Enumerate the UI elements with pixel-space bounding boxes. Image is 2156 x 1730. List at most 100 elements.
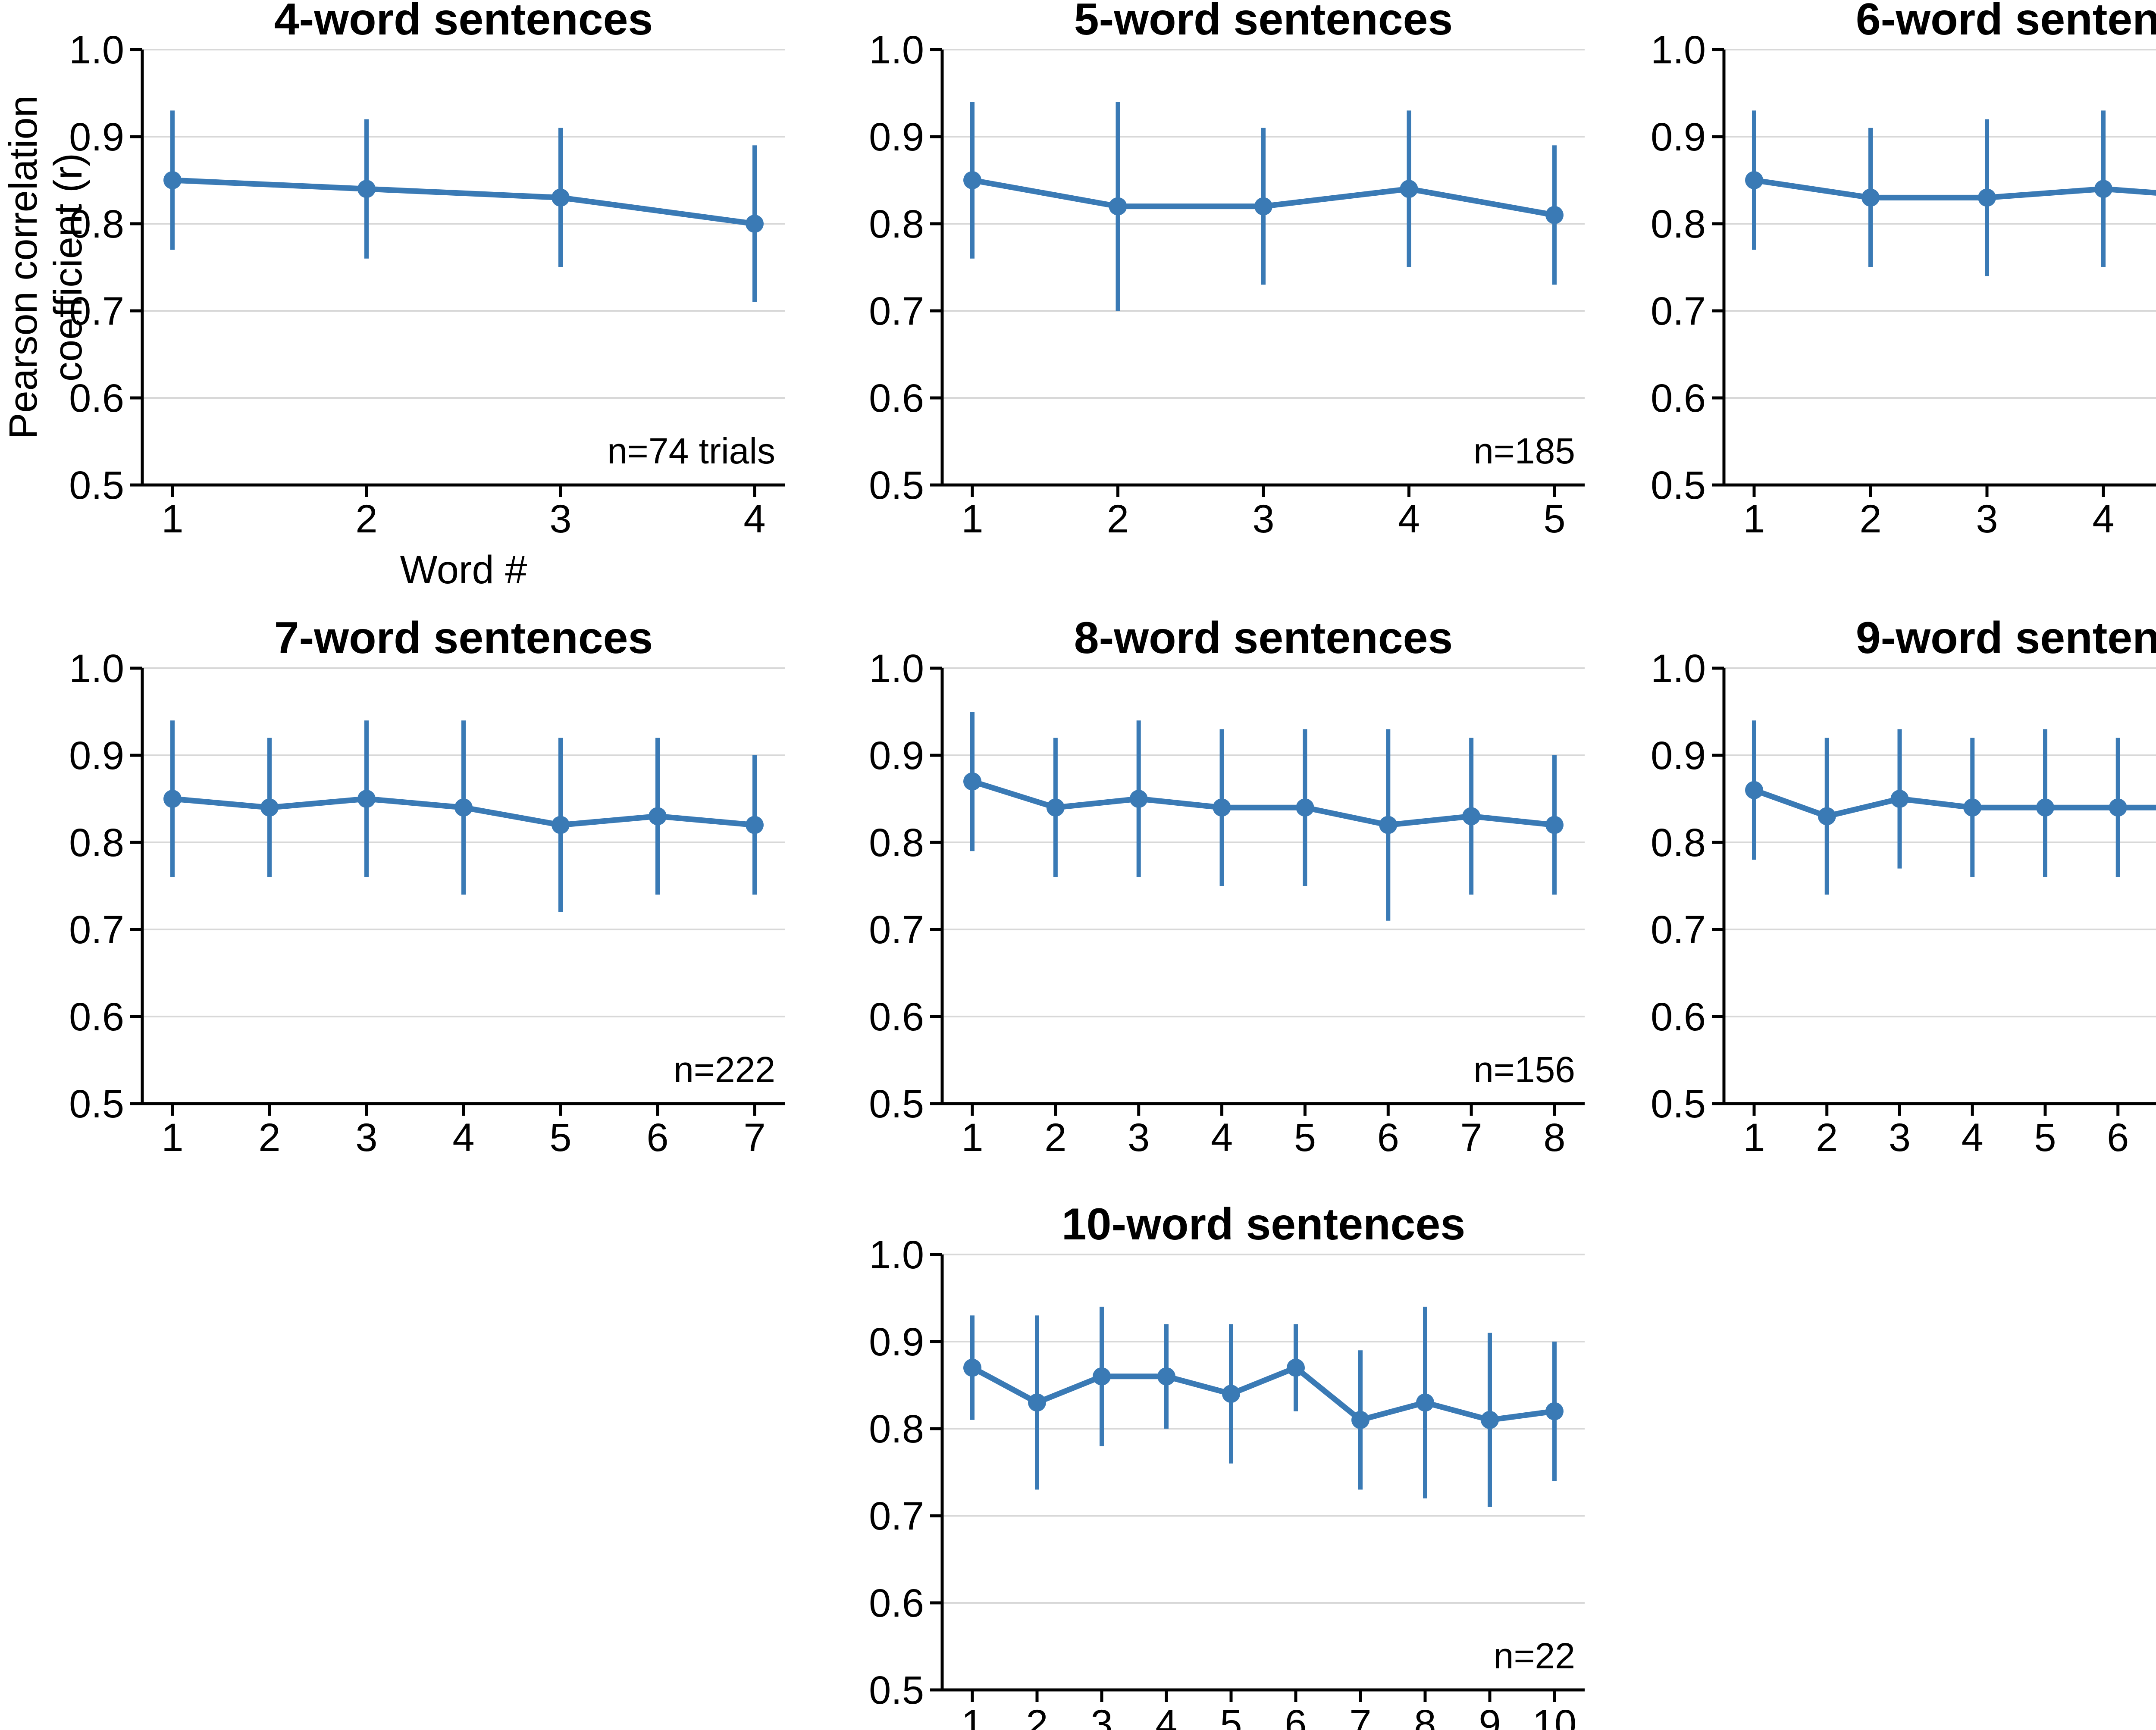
svg-text:3: 3 xyxy=(1252,497,1274,541)
svg-text:0.9: 0.9 xyxy=(869,1320,924,1364)
svg-text:0.6: 0.6 xyxy=(869,376,924,420)
svg-text:1: 1 xyxy=(961,497,983,541)
svg-text:0.5: 0.5 xyxy=(869,463,924,507)
svg-text:1.0: 1.0 xyxy=(1651,28,1706,72)
svg-text:1.0: 1.0 xyxy=(1651,647,1706,691)
n-trials-annotation: n=74 trials xyxy=(607,431,775,471)
svg-text:6: 6 xyxy=(2107,1116,2129,1160)
panel-6-word-sentences: 6-word sentences 0.50.60.70.80.91.012345… xyxy=(1582,0,2156,604)
svg-text:7: 7 xyxy=(1460,1116,1482,1160)
svg-text:3: 3 xyxy=(1128,1116,1150,1160)
svg-text:9: 9 xyxy=(1479,1702,1501,1730)
panel-8-word-sentences: 8-word sentences 0.5 0.6 0.7 0.8 0.9 1.0 1 2 3 4 5… xyxy=(800,613,1592,1205)
svg-text:0.5: 0.5 xyxy=(1651,1082,1706,1126)
svg-text:4: 4 xyxy=(452,1116,474,1160)
plot-10-word: 0.5 0.6 0.7 0.8 0.9 1.0 1 2 3 4 5 6 7 8 9 10 xyxy=(869,1233,1585,1730)
svg-text:0.8: 0.8 xyxy=(1651,821,1706,865)
svg-text:0.9: 0.9 xyxy=(869,734,924,778)
svg-text:0.6: 0.6 xyxy=(869,995,924,1039)
svg-text:1.0: 1.0 xyxy=(869,28,924,72)
svg-text:6: 6 xyxy=(1285,1702,1307,1730)
svg-text:0.8: 0.8 xyxy=(869,821,924,865)
svg-text:3: 3 xyxy=(1889,1116,1911,1160)
svg-text:0.7: 0.7 xyxy=(69,289,124,333)
panel-title-5-word: 5-word sentences xyxy=(1074,0,1453,44)
svg-text:0.6: 0.6 xyxy=(1651,376,1706,420)
n-trials-annotation: n=77 xyxy=(1724,1051,2156,1088)
svg-text:2: 2 xyxy=(1026,1702,1048,1730)
svg-text:0.9: 0.9 xyxy=(69,115,124,159)
svg-text:1.0: 1.0 xyxy=(69,647,124,691)
svg-text:0.9: 0.9 xyxy=(1651,734,1706,778)
svg-text:0.9: 0.9 xyxy=(1651,115,1706,159)
svg-text:0.7: 0.7 xyxy=(1651,289,1706,333)
panel-7-word-sentences: 7-word sentences 0.5 0.6 0.7 0.8 0.9 1.0 1 2 3 4 5… xyxy=(0,613,792,1205)
panel-title-10-word: 10-word sentences xyxy=(1061,1199,1466,1249)
svg-text:4: 4 xyxy=(1155,1702,1177,1730)
svg-text:0.5: 0.5 xyxy=(69,463,124,507)
svg-text:4: 4 xyxy=(2092,497,2114,541)
svg-text:6: 6 xyxy=(1377,1116,1399,1160)
svg-text:5: 5 xyxy=(2034,1116,2056,1160)
svg-text:0.8: 0.8 xyxy=(1651,202,1706,246)
svg-text:0.9: 0.9 xyxy=(69,734,124,778)
svg-text:0.8: 0.8 xyxy=(69,202,124,246)
svg-text:0.5: 0.5 xyxy=(869,1668,924,1712)
svg-text:5: 5 xyxy=(549,1116,571,1160)
svg-text:6: 6 xyxy=(646,1116,668,1160)
svg-text:0.7: 0.7 xyxy=(869,289,924,333)
n-trials-annotation: n=22 xyxy=(1493,1636,1575,1676)
svg-text:2: 2 xyxy=(1107,497,1129,541)
svg-text:2: 2 xyxy=(1859,497,1881,541)
n-trials-annotation: n=228 xyxy=(1724,433,2156,469)
svg-text:1: 1 xyxy=(961,1702,983,1730)
svg-text:0.8: 0.8 xyxy=(869,202,924,246)
svg-text:8: 8 xyxy=(1543,1116,1565,1160)
svg-text:0.6: 0.6 xyxy=(69,376,124,420)
svg-text:3: 3 xyxy=(355,1116,377,1160)
panel-title-8-word: 8-word sentences xyxy=(1074,613,1453,663)
n-trials-annotation: n=222 xyxy=(674,1049,775,1090)
plot-5-word: 0.5 0.6 0.7 0.8 0.9 1.0 1 2 3 4 5 xyxy=(869,28,1585,541)
svg-text:10: 10 xyxy=(1532,1702,1576,1730)
svg-text:0.7: 0.7 xyxy=(869,1494,924,1538)
svg-text:2: 2 xyxy=(1816,1116,1838,1160)
svg-text:1.0: 1.0 xyxy=(69,28,124,72)
svg-text:0.6: 0.6 xyxy=(869,1581,924,1625)
svg-text:1: 1 xyxy=(161,497,183,541)
svg-text:0.5: 0.5 xyxy=(869,1082,924,1126)
panel-4-word-sentences: Pearson correlation coefficient (r) 4-wo… xyxy=(0,0,792,604)
panel-title-7-word: 7-word sentences xyxy=(274,613,653,663)
x-axis-label: Word # xyxy=(400,548,527,592)
svg-text:0.8: 0.8 xyxy=(69,821,124,865)
svg-text:0.8: 0.8 xyxy=(869,1407,924,1451)
svg-text:0.5: 0.5 xyxy=(69,1082,124,1126)
svg-text:0.7: 0.7 xyxy=(1651,908,1706,952)
plot-4-word: 0.5 0.6 0.7 0.8 0.9 1.0 1 2 3 4 xyxy=(69,28,785,541)
svg-text:5: 5 xyxy=(1543,497,1565,541)
svg-text:2: 2 xyxy=(355,497,377,541)
plot-7-word: 0.5 0.6 0.7 0.8 0.9 1.0 1 2 3 4 5 6 7 xyxy=(69,647,785,1160)
panel-title-4-word: 4-word sentences xyxy=(274,0,653,44)
svg-text:4: 4 xyxy=(1398,497,1420,541)
svg-text:1: 1 xyxy=(1743,1116,1765,1160)
svg-text:8: 8 xyxy=(1414,1702,1436,1730)
svg-text:2: 2 xyxy=(258,1116,280,1160)
svg-text:1: 1 xyxy=(961,1116,983,1160)
panel-title-9-word: 9-word sentences xyxy=(1855,613,2156,663)
svg-text:0.5: 0.5 xyxy=(1651,463,1706,507)
svg-text:3: 3 xyxy=(1976,497,1998,541)
svg-text:7: 7 xyxy=(743,1116,765,1160)
svg-text:1: 1 xyxy=(1743,497,1765,541)
svg-text:4: 4 xyxy=(743,497,765,541)
svg-text:0.6: 0.6 xyxy=(69,995,124,1039)
svg-text:4: 4 xyxy=(1962,1116,1984,1160)
svg-text:0.9: 0.9 xyxy=(869,115,924,159)
n-trials-annotation: n=185 xyxy=(1473,431,1575,471)
svg-text:4: 4 xyxy=(1211,1116,1233,1160)
svg-text:0.6: 0.6 xyxy=(1651,995,1706,1039)
svg-text:1.0: 1.0 xyxy=(869,1233,924,1277)
